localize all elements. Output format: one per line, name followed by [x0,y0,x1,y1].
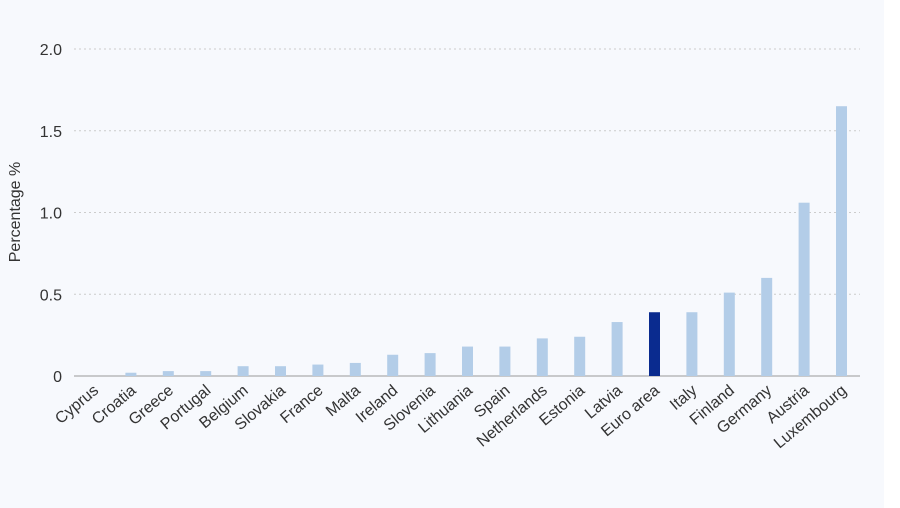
bar-lithuania [462,346,473,376]
x-tick-labels: CyprusCroatiaGreecePortugalBelgiumSlovak… [52,382,850,452]
bar-italy [686,312,698,376]
y-tick-label: 1.0 [40,206,62,223]
bar-latvia [611,322,623,376]
bar-spain [499,346,511,376]
bar-estonia [574,336,586,376]
x-tick-label: France [277,382,326,427]
y-tick-label: 0 [53,369,62,386]
bar-austria [798,202,810,376]
bar-france [312,364,324,376]
bar-euro-area [649,312,660,376]
bar-luxembourg [836,106,847,376]
right-panel [884,0,900,508]
bar-germany [761,277,773,376]
bar-finland [723,292,735,376]
y-axis-label: Percentage % [7,162,24,263]
bars [125,106,847,376]
bar-malta [349,362,361,376]
bar-croatia [125,372,137,376]
y-tick-labels: 0 0.5 1.0 1.5 2.0 [40,42,62,386]
bar-portugal [200,371,212,376]
grid-lines [74,48,860,377]
bar-greece [162,371,174,376]
bar-slovenia [424,353,436,376]
bar-netherlands [536,338,548,376]
y-tick-label: 2.0 [40,42,62,59]
y-tick-label: 1.5 [40,124,62,141]
bar-ireland [387,354,399,376]
bar-slovakia [275,366,286,376]
y-tick-label: 0.5 [40,287,62,304]
bar-belgium [237,366,249,376]
